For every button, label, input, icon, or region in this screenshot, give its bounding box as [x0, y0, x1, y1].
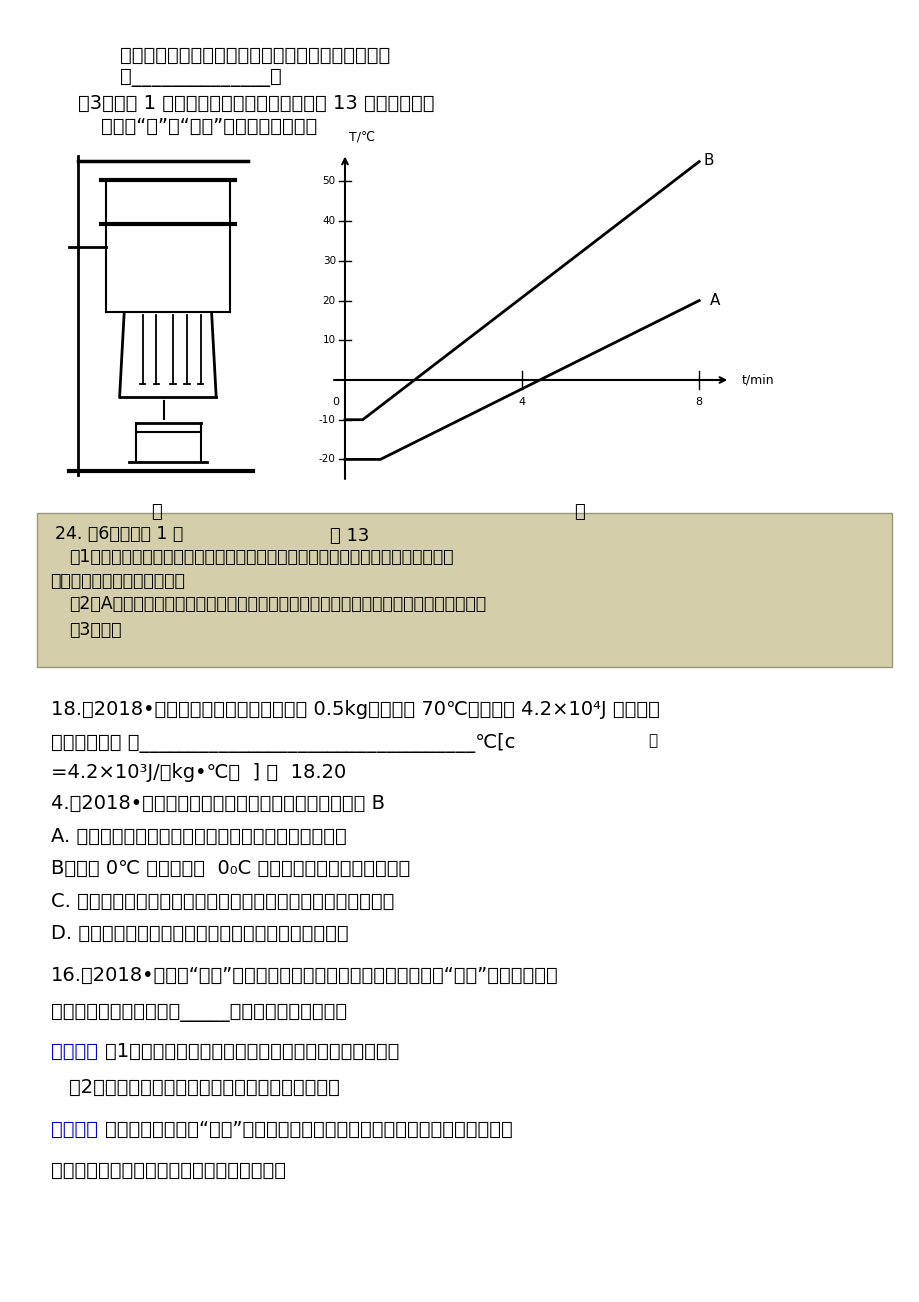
Text: -10: -10 [319, 415, 335, 424]
Text: （1）均匀受热；减缓实验速度，便于观察记录；相同时间，物质吸收热量相同（上: （1）均匀受热；减缓实验速度，便于观察记录；相同时间，物质吸收热量相同（上 [69, 548, 453, 566]
Text: 图 13: 图 13 [330, 527, 369, 546]
Text: （3）石蜡: （3）石蜡 [69, 621, 121, 639]
Text: 水: 水 [648, 733, 657, 749]
Text: 《分析》: 《分析》 [51, 1042, 97, 1061]
Text: 食物烤熟是通过热传递的方式改变其内能的。: 食物烤熟是通过热传递的方式改变其内能的。 [51, 1161, 285, 1181]
Text: 0: 0 [332, 397, 339, 408]
Text: 是______________。: 是______________。 [119, 68, 281, 87]
Text: 50: 50 [323, 177, 335, 186]
Text: 8: 8 [695, 397, 702, 408]
Text: -20: -20 [319, 454, 335, 465]
Text: 16.（2018•淄博）“烧烤”是年轻人喜欢的一种美食。空气中弥漫着“肉香”味，这是分子: 16.（2018•淄博）“烧烤”是年轻人喜欢的一种美食。空气中弥漫着“肉香”味，… [51, 966, 558, 986]
Text: B．一块 0℃ 的冰熳化成  0₀C 的水后，温度不变，内能变大: B．一块 0℃ 的冰熳化成 0₀C 的水后，温度不变，内能变大 [51, 859, 409, 879]
Text: 述三种答案，任答一种即可）: 述三种答案，任答一种即可） [51, 572, 186, 590]
Text: 18.（2018•泰安）标准大气压下，质量为 0.5kg、温度为 70℃的水放出 4.2×10⁴J 的热量，: 18.（2018•泰安）标准大气压下，质量为 0.5kg、温度为 70℃的水放出… [51, 700, 659, 720]
Text: 水的温度降低 了__________________________________℃[c: 水的温度降低 了________________________________… [51, 733, 515, 753]
Text: 解：空气中弥漫着“肉香”味，这是分子做无规则运动的结果，属于扩散现象；: 解：空气中弥漫着“肉香”味，这是分子做无规则运动的结果，属于扩散现象； [105, 1120, 512, 1139]
Text: 4.（2018•泰安）下列有关热和能的说法中，正确的是 B: 4.（2018•泰安）下列有关热和能的说法中，正确的是 B [51, 794, 384, 814]
Text: =4.2×10³J/（kg•℃）  ] 。  18.20: =4.2×10³J/（kg•℃） ] 。 18.20 [51, 763, 346, 783]
Text: 段时间，发现试管中的水始终不会沸腾，其原因可能: 段时间，发现试管中的水始终不会沸腾，其原因可能 [119, 46, 390, 65]
Text: 《解答》: 《解答》 [51, 1120, 97, 1139]
Text: 乙: 乙 [573, 503, 584, 521]
Text: T/℃: T/℃ [348, 130, 374, 143]
Text: 甲: 甲 [151, 503, 162, 521]
Text: B: B [703, 154, 713, 168]
FancyBboxPatch shape [37, 513, 891, 667]
Text: （1）扩散现象，是指分子在永不停息地做无规则运动；: （1）扩散现象，是指分子在永不停息地做无规则运动； [105, 1042, 399, 1061]
Text: （2）A；固液共存；分子势能；达到沸点，不能持续吸热（没有温度差，不能吸收热量）: （2）A；固液共存；分子势能；达到沸点，不能持续吸热（没有温度差，不能吸收热量） [69, 595, 485, 613]
Text: 10: 10 [323, 336, 335, 345]
Text: 40: 40 [323, 216, 335, 227]
Text: （3）加热 1 分钟，冰、石蜡均为固态，由图 13 乙可知，此时: （3）加热 1 分钟，冰、石蜡均为固态，由图 13 乙可知，此时 [78, 94, 435, 113]
Text: （2）改变物体内能的方式有两种：做功和热传递。: （2）改变物体内能的方式有两种：做功和热传递。 [69, 1078, 339, 1098]
Text: 20: 20 [323, 296, 335, 306]
Text: 4: 4 [518, 397, 525, 408]
Text: 24. 八6分，每空 1 分: 24. 八6分，每空 1 分 [55, 525, 183, 543]
Text: （选填“冰”或“石蜡”）的比热容较大。: （选填“冰”或“石蜡”）的比热容较大。 [101, 117, 317, 137]
Text: A: A [709, 293, 720, 309]
Text: D. 夏天在室内洒水降温，利用了水的比热容较大的性质: D. 夏天在室内洒水降温，利用了水的比热容较大的性质 [51, 924, 348, 944]
Text: 的结果；食物烤熟是通过_____的方式改变其内能的。: 的结果；食物烤熟是通过_____的方式改变其内能的。 [51, 1003, 346, 1022]
Text: A. 发生热传递时，温度总是从高温物体传递给低温物体: A. 发生热传递时，温度总是从高温物体传递给低温物体 [51, 827, 346, 846]
Text: t/min: t/min [741, 374, 773, 387]
Text: C. 内燃机的压缩冲程，主要通过热传递增加了汽缸内物质的内能: C. 内燃机的压缩冲程，主要通过热传递增加了汽缸内物质的内能 [51, 892, 393, 911]
Text: 30: 30 [323, 256, 335, 266]
